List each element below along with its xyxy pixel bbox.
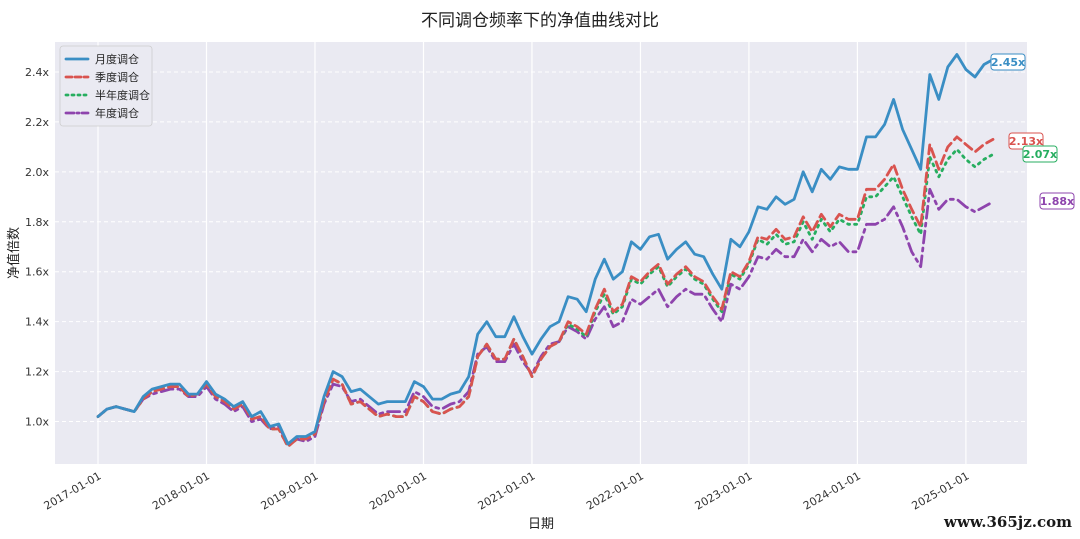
y-axis-label: 净值倍数 <box>6 227 22 279</box>
x-tick-label: 2019-01-01 <box>259 469 321 512</box>
x-axis-label: 日期 <box>528 517 554 532</box>
end-value-label: 2.13x <box>1009 135 1043 148</box>
watermark: www.365jz.com <box>944 513 1072 531</box>
y-tick-label: 2.0x <box>25 166 49 179</box>
end-label-box <box>990 53 1026 71</box>
end-value-label: 1.88x <box>1040 195 1074 208</box>
x-tick-label: 2022-01-01 <box>584 469 646 512</box>
y-tick-label: 2.4x <box>25 66 49 79</box>
legend-entry: 季度调仓 <box>95 70 139 84</box>
plot-area <box>55 42 1027 464</box>
y-tick-label: 1.2x <box>25 366 49 379</box>
x-tick-label: 2023-01-01 <box>693 469 755 512</box>
end-value-label: 2.45x <box>991 56 1025 69</box>
y-tick-label: 1.6x <box>25 266 49 279</box>
legend-box <box>59 45 153 127</box>
x-tick-label: 2024-01-01 <box>801 469 863 512</box>
y-tick-label: 1.4x <box>25 316 49 329</box>
series-line-1 <box>96 53 995 446</box>
chart-title: 不同调仓频率下的净值曲线对比 <box>421 11 659 31</box>
legend-entry: 月度调仓 <box>95 52 139 66</box>
legend-entry: 半年度调仓 <box>95 88 150 102</box>
y-tick-label: 1.8x <box>25 216 49 229</box>
end-label-box <box>1022 145 1058 163</box>
y-tick-label: 1.0x <box>25 416 49 429</box>
end-value-label: 2.07x <box>1023 148 1057 161</box>
legend-entry: 年度调仓 <box>95 106 139 120</box>
x-tick-label: 2021-01-01 <box>476 469 538 512</box>
x-tick-label: 2017-01-01 <box>42 469 104 512</box>
y-tick-label: 2.2x <box>25 116 49 129</box>
x-tick-label: 2018-01-01 <box>150 469 212 512</box>
end-label-box <box>1039 192 1075 210</box>
x-tick-label: 2025-01-01 <box>910 469 972 512</box>
x-tick-label: 2020-01-01 <box>367 469 429 512</box>
